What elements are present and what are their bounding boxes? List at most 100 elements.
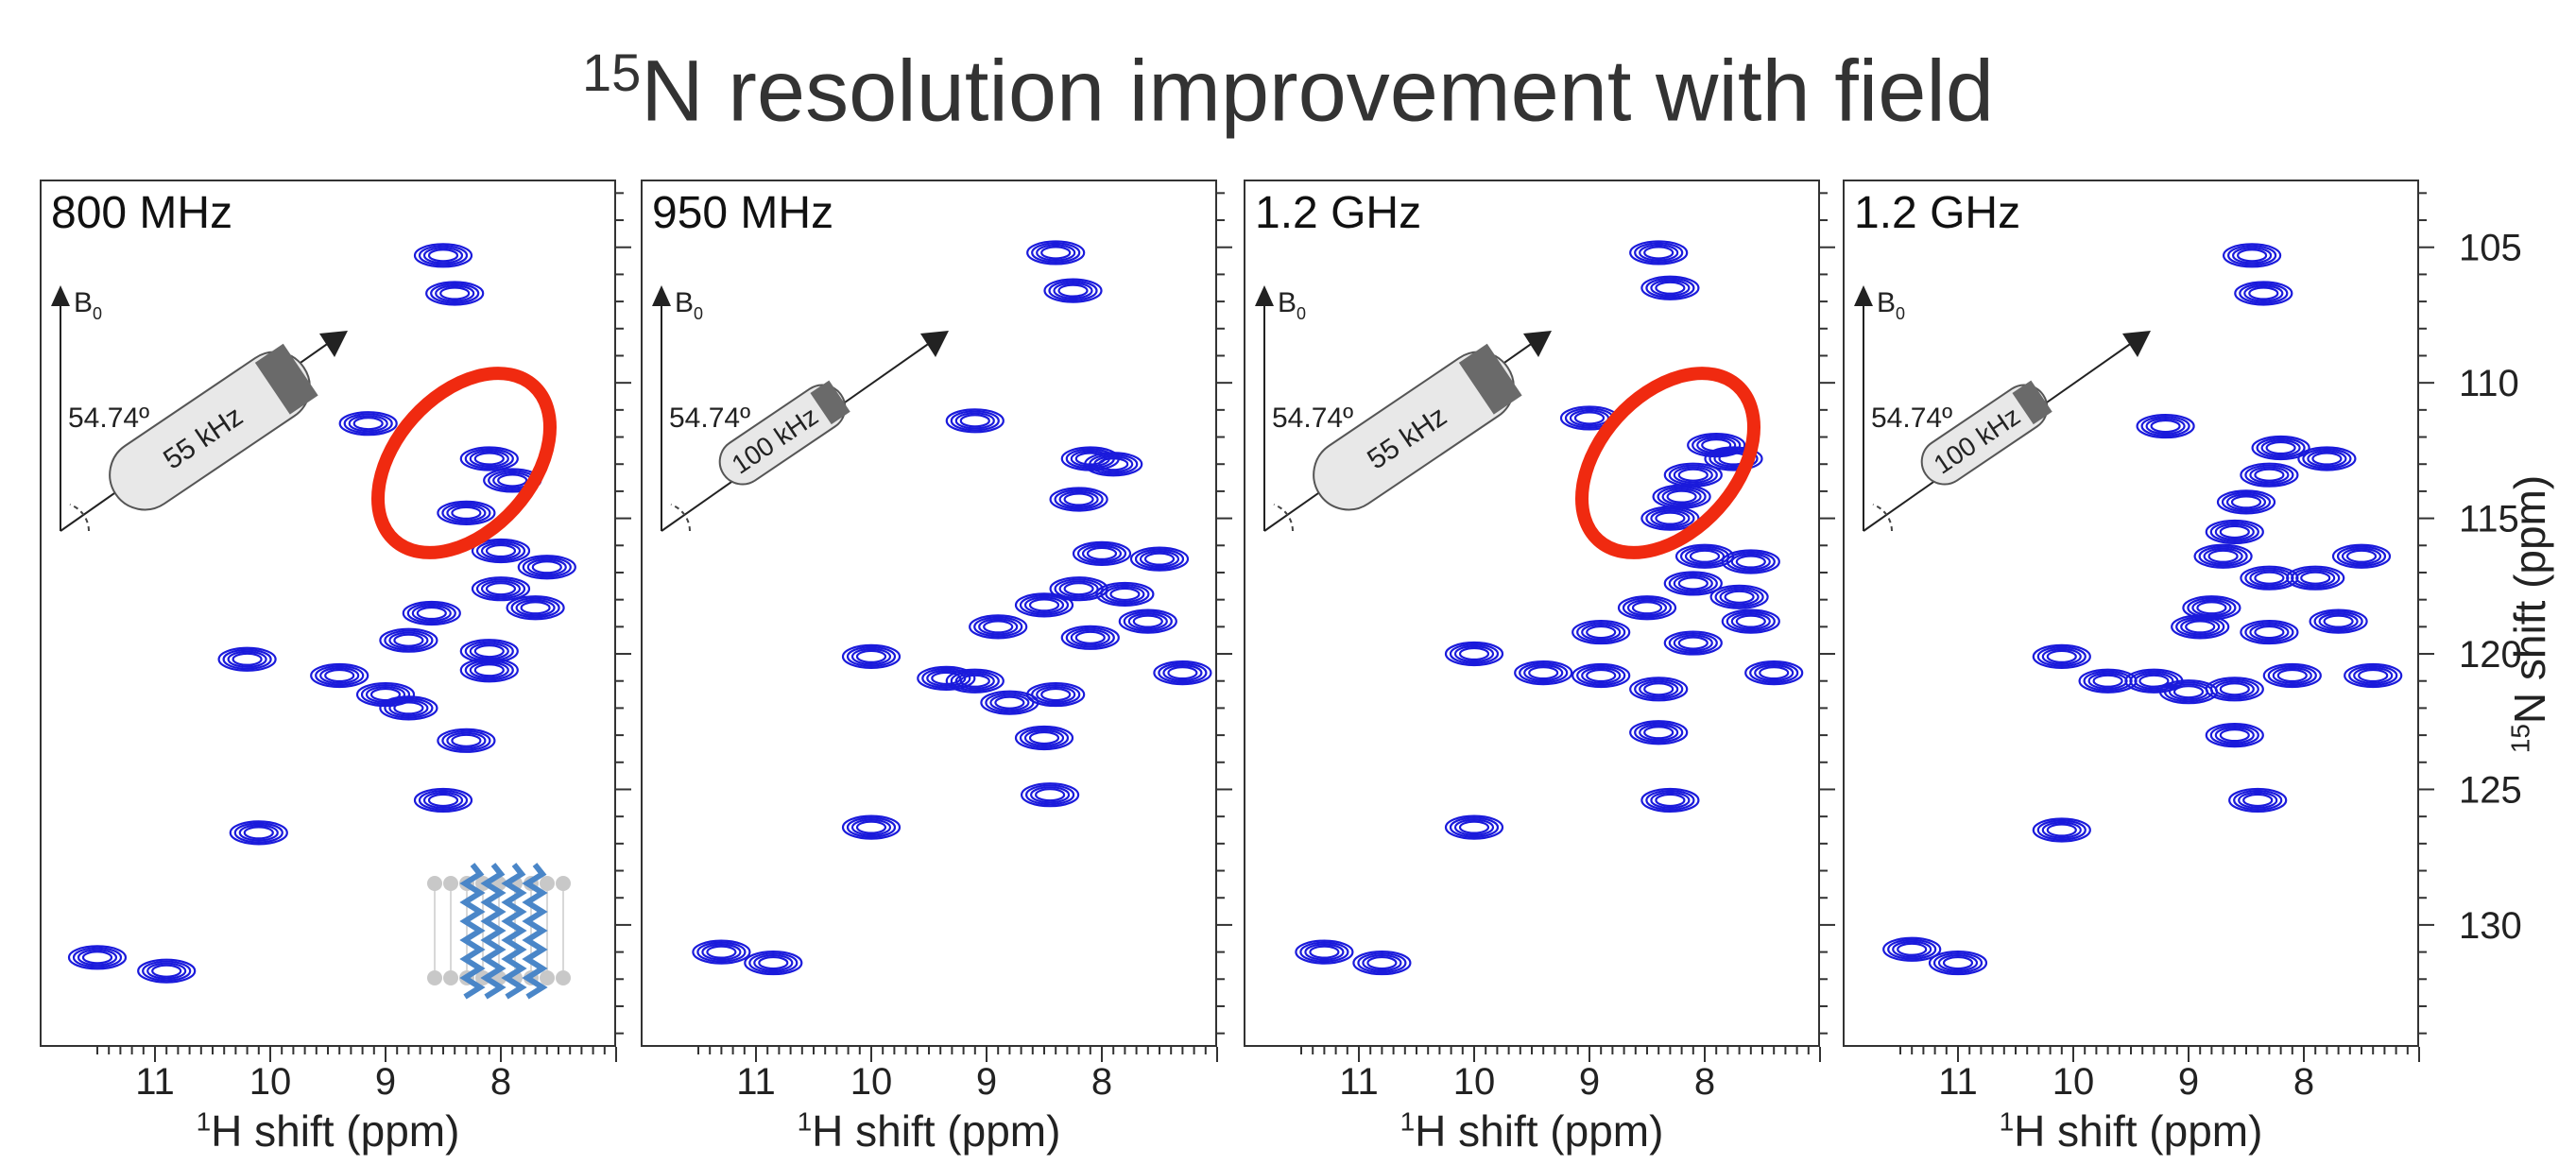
helix [459,863,486,1000]
peak-contour [954,412,995,430]
peak-contour [2307,450,2347,468]
peak-contour [480,541,522,560]
peak-contour [2041,647,2082,666]
peak-contour [2036,645,2087,668]
peak-contour [1677,636,1709,650]
b0-arrow-icon [1255,285,1274,306]
peak-contour [425,281,485,306]
peak-contour [1650,509,1691,527]
peak-contour [1072,540,1132,566]
peak-group [692,240,1212,976]
y-tick-label: 130 [2459,905,2522,947]
peak-contour [352,417,384,431]
peak-contour [2348,664,2398,687]
lipid-head [540,970,555,985]
peak-contour [973,616,1023,638]
peak-contour [338,411,398,437]
x-tick-label: 9 [1579,1061,1600,1103]
peak-contour [1581,666,1622,685]
peak-contour [2087,672,2128,690]
peak-contour [1040,246,1072,260]
peak-contour [222,648,272,670]
peak-contour [2214,523,2255,541]
peak-contour [413,787,473,814]
lipid-head [443,970,458,985]
peak-contour [1086,546,1118,560]
peak-contour [229,820,288,846]
peak-contour [2214,726,2255,745]
peak-contour [1622,597,1673,619]
peak-contour [1029,786,1071,804]
peak-contour [2238,791,2278,810]
peak-contour [1019,594,1070,616]
peak-contour [1129,546,1190,572]
peak-contour [1074,630,1106,644]
peak-contour [1036,244,1076,262]
peak-contour [1123,610,1173,632]
peak-contour [1014,592,1074,618]
peak-contour [517,555,576,580]
x-tick-label: 9 [2178,1061,2199,1103]
rotor-arrow-icon [1523,331,1552,357]
peak-contour [969,614,1028,640]
peak-contour [1089,454,1139,475]
peak-contour [515,599,556,617]
x-tick-label: 10 [850,1061,893,1103]
peak-contour [2260,438,2301,457]
peak-contour [2138,674,2170,688]
peak-contour [1643,246,1674,260]
peak-contour [1721,608,1780,634]
peak-contour [72,947,123,968]
peak-contour [531,560,562,574]
peak-contour [2336,545,2387,567]
peak-contour [1132,614,1163,628]
peak-contour [1118,608,1177,634]
peak-contour [1629,240,1689,266]
peak-contour [931,671,962,685]
peak-contour [2205,677,2264,702]
peak-contour [950,670,1000,692]
peak-contour [319,666,360,685]
peak-contour [1643,726,1674,740]
panel-label: 1.2 GHz [1854,188,2021,238]
peak-contour [692,939,751,965]
y-tick-label: 105 [2459,228,2522,269]
peak-contour [2209,521,2259,543]
lipid-head [556,970,571,985]
peak-contour [2300,571,2331,585]
peak-contour [2331,543,2392,569]
peak-contour [2223,243,2282,268]
peak-contour [758,955,789,970]
peak-contour [1639,724,1679,742]
peak-contour [1663,630,1723,656]
peak-contour [2205,519,2264,545]
rotor-body [1313,351,1515,511]
helix [501,863,527,1000]
peak-contour [2276,668,2308,683]
peak-contour [348,415,388,433]
peak-contour [1645,507,1695,529]
b0-label: B0 [675,287,703,323]
peak-contour [369,687,402,702]
peak-contour [1677,576,1709,591]
x-axis-label: 1H shift (ppm) [1400,1106,1664,1156]
peak-contour [1634,722,1684,744]
peak-contour [384,697,434,719]
peak-contour [2216,489,2276,515]
peak-contour [1639,680,1679,698]
peak-contour [2193,543,2253,569]
peak-contour [2242,793,2274,808]
x-tick-label: 11 [1339,1061,1379,1103]
peak-contour [233,822,283,844]
peak-contour [1043,278,1103,303]
b0-arrow-icon [51,285,70,306]
peak-contour [471,576,531,602]
peak-contour [2185,620,2216,634]
peak-contour [1063,582,1094,596]
peak-contour [142,960,192,982]
peak-contour [480,580,522,598]
peak-contour [1057,283,1089,298]
peak-contour [485,582,517,596]
